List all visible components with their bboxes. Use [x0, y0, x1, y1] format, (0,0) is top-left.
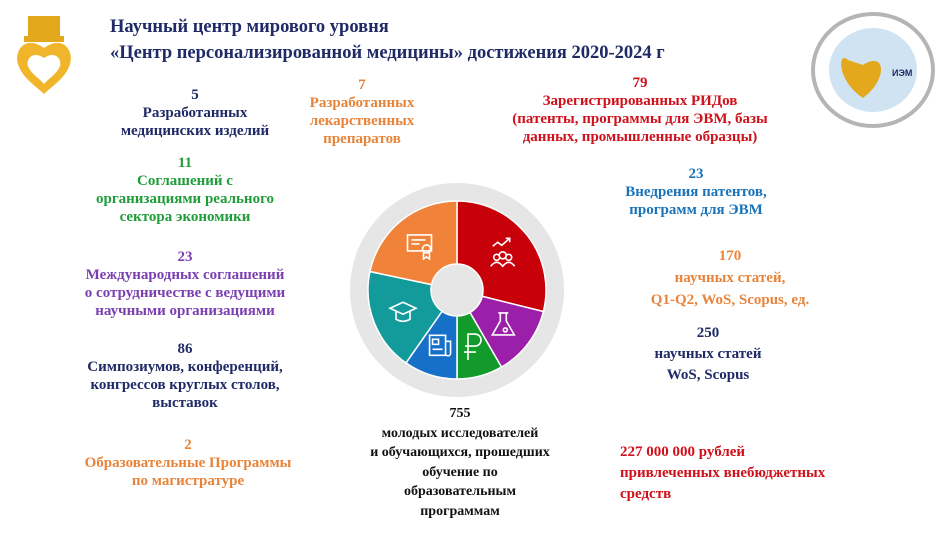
stat-label: по магистратуре	[131, 473, 245, 489]
stat-label: (патенты, программы для ЭВМ, базы	[512, 111, 768, 127]
newspaper-icon	[428, 334, 452, 357]
ruble-icon	[464, 333, 482, 361]
stat-value: 86	[177, 341, 193, 357]
stat-value: 7	[358, 77, 366, 93]
stat-label: научных статей,	[674, 270, 786, 286]
stat-label: программам	[420, 503, 500, 519]
stat-label: выставок	[152, 395, 218, 411]
stat-label: организациями реального	[95, 191, 275, 207]
stat-devices: 5 Разработанных медицинских изделий	[121, 86, 269, 140]
stat-value: 250	[696, 325, 720, 341]
stat-label: о сотрудничестве с ведущими	[84, 285, 286, 301]
stat-value: 5	[191, 87, 199, 103]
stat-international: 23 Международных соглашений о сотрудниче…	[85, 248, 285, 320]
stat-label: Q1-Q2, WoS, Scopus, ед.	[650, 292, 810, 308]
stat-label: и обучающихся, прошедших	[370, 445, 550, 460]
wheel-segment	[369, 200, 458, 291]
wheel-hole	[430, 263, 484, 317]
stat-label: образовательным	[403, 484, 517, 499]
stat-label: сектора экономики	[119, 209, 251, 225]
stat-label: Зарегистрированных РИДов	[542, 93, 738, 109]
stat-label: привлеченных внебюджетных	[620, 465, 826, 481]
page-title: Научный центр мирового уровня «Центр пер…	[110, 14, 665, 66]
flask-icon	[490, 312, 516, 336]
title-line-2: «Центр персонализированной медицины» дос…	[110, 43, 665, 63]
stat-rids: 79 Зарегистрированных РИДов (патенты, пр…	[512, 74, 767, 146]
wheel-segment	[455, 288, 545, 369]
achievement-wheel	[350, 183, 564, 397]
certificate-icon	[406, 234, 433, 261]
stat-implementations: 23 Внедрения патентов, программ для ЭВМ	[625, 165, 766, 219]
stat-label: лекарственных	[309, 113, 415, 129]
stat-symposia: 86 Симпозиумов, конференций, конгрессов …	[87, 340, 283, 412]
city-logo	[17, 16, 71, 94]
stat-value: 2	[184, 437, 192, 453]
stat-agreements: 11 Соглашений с организациями реального …	[96, 154, 274, 226]
stat-label: Соглашений с	[137, 173, 233, 189]
stat-value: 170	[718, 248, 742, 264]
stat-trainees: 755 молодых исследователей и обучающихся…	[370, 404, 550, 521]
stat-label: Разработанных	[142, 105, 248, 121]
stat-label: препаратов	[323, 131, 401, 147]
stat-drugs: 7 Разработанных лекарственных препаратов	[310, 76, 415, 148]
stat-value: 755	[449, 406, 471, 421]
stat-label: средств	[620, 486, 672, 502]
stat-value: 23	[688, 166, 704, 182]
team-growth-icon	[490, 237, 516, 268]
stat-value: 23	[177, 249, 193, 265]
stat-articles-q: 170 научных статей, Q1-Q2, WoS, Scopus, …	[651, 245, 809, 311]
stat-label: Международных соглашений	[85, 267, 285, 283]
stat-label: научными организациями	[95, 303, 275, 319]
stat-label: медицинских изделий	[120, 123, 270, 139]
stat-label: WoS, Scopus	[666, 367, 750, 383]
stat-value: 79	[632, 75, 648, 91]
stat-funds: 227 000 000 рублей привлеченных внебюдже…	[620, 442, 825, 505]
stat-label: обучение по	[422, 464, 498, 480]
stat-label: научных статей	[654, 346, 762, 362]
stat-label: данных, промышленные образцы)	[522, 129, 758, 145]
stat-label: Внедрения патентов,	[625, 184, 767, 200]
graduation-cap-icon	[388, 301, 418, 323]
stat-articles-wos: 250 научных статей WoS, Scopus	[655, 323, 762, 386]
title-line-1: Научный центр мирового уровня	[110, 17, 389, 37]
stat-label: молодых исследователей	[381, 425, 539, 441]
stat-label: Разработанных	[309, 95, 415, 111]
stat-label: конгрессов круглых столов,	[90, 377, 280, 393]
stat-value: 11	[177, 155, 193, 171]
center-logo: ИЭМ	[811, 12, 935, 128]
stat-label: программ для ЭВМ	[629, 202, 763, 218]
stat-label: 227 000 000 рублей	[620, 444, 746, 460]
logo-badge: ИЭМ	[892, 68, 912, 78]
stat-programs: 2 Образовательные Программы по магистрат…	[85, 436, 292, 490]
stat-label: Симпозиумов, конференций,	[87, 359, 283, 375]
stat-label: Образовательные Программы	[84, 455, 292, 471]
